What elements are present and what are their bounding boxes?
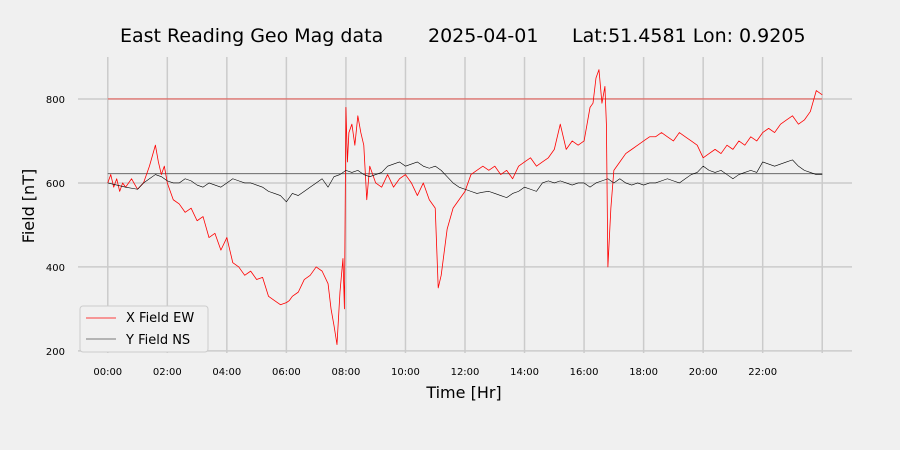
series-line-y-field (107, 159, 823, 203)
x-tick-label: 12:00 (451, 367, 480, 378)
x-tick-labels: 00:00 02:00 04:00 06:00 08:00 10:00 12:00 14:00… (93, 367, 777, 378)
x-tick-label: 00:00 (93, 367, 122, 378)
y-tick-labels: 200 400 600 800 (46, 95, 65, 358)
chart-title-date: 2025-04-01 (428, 25, 538, 47)
y-tick-label: 800 (46, 95, 65, 106)
series-line-x-field (107, 69, 823, 346)
y-tick-label: 200 (46, 347, 65, 358)
x-tick-label: 06:00 (272, 367, 301, 378)
x-tick-label: 10:00 (391, 367, 420, 378)
x-tick-label: 02:00 (153, 367, 182, 378)
legend-label-x-field: X Field EW (126, 311, 194, 326)
series-layer (107, 69, 823, 346)
x-tick-label: 20:00 (689, 367, 718, 378)
x-axis-label: Time [Hr] (425, 383, 501, 402)
x-tick-label: 22:00 (748, 367, 777, 378)
legend: X Field EW Y Field NS (79, 305, 209, 353)
x-tick-label: 16:00 (570, 367, 599, 378)
y-axis-label: Field [nT] (19, 169, 38, 243)
x-tick-label: 04:00 (212, 367, 241, 378)
chart-title-station: East Reading Geo Mag data (120, 25, 383, 47)
legend-box (79, 305, 209, 353)
y-tick-label: 400 (46, 263, 65, 274)
y-tick-label: 600 (46, 179, 65, 190)
legend-label-y-field: Y Field NS (125, 333, 190, 348)
reference-lines (107, 98, 823, 175)
x-gridlines (107, 57, 823, 353)
x-tick-label: 18:00 (629, 367, 658, 378)
x-tick-label: 08:00 (332, 367, 361, 378)
chart-title-location: Lat:51.4581 Lon: 0.9205 (572, 25, 806, 47)
x-tick-label: 14:00 (510, 367, 539, 378)
